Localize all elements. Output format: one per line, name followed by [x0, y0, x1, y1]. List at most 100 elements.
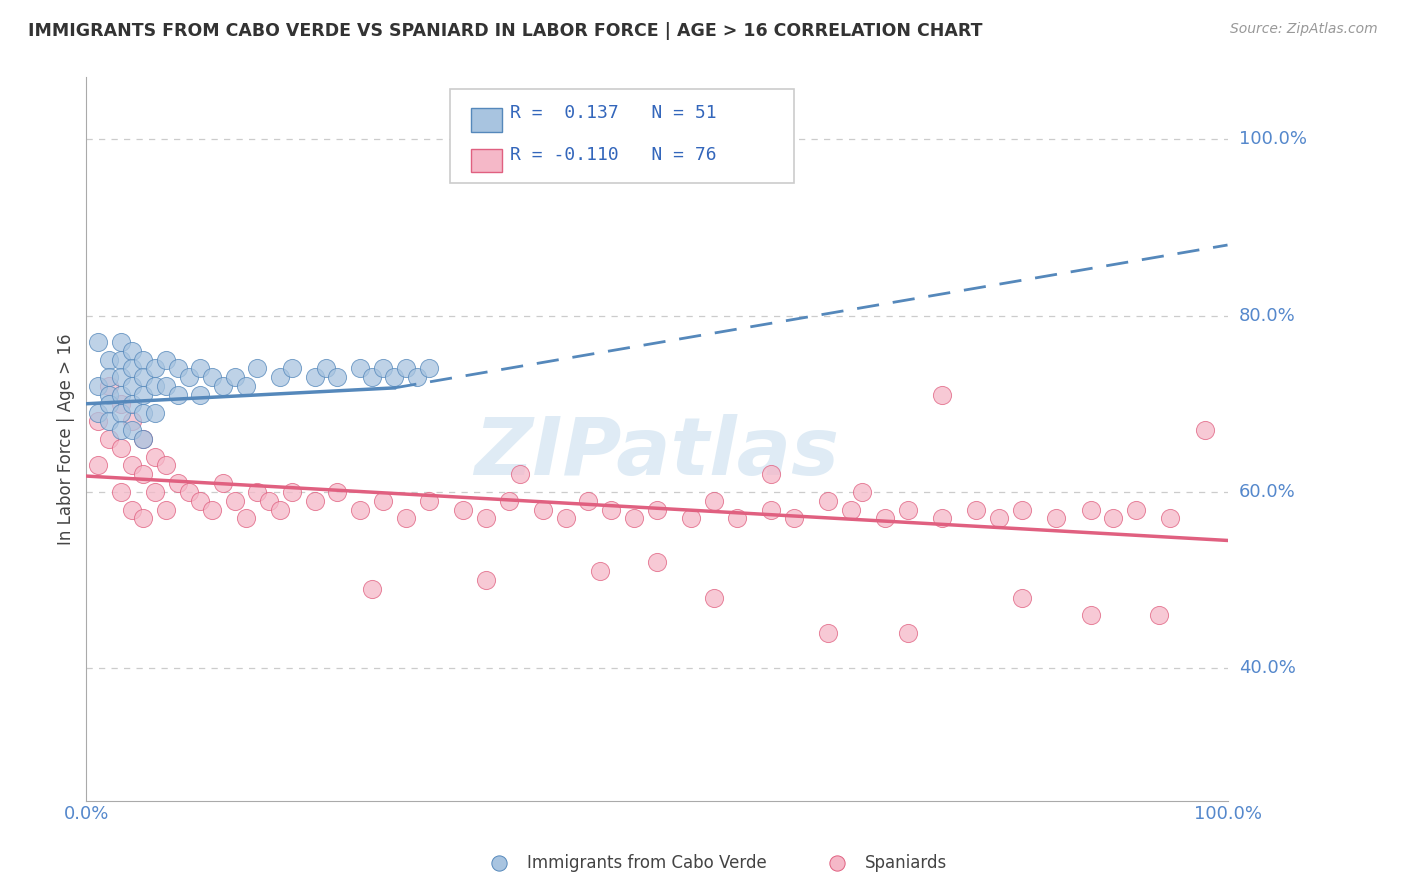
Text: Spaniards: Spaniards: [865, 855, 946, 872]
Point: [246, 485, 269, 500]
Point: [645, 556, 668, 570]
Point: [304, 370, 326, 384]
Point: [98, 432, 121, 446]
Point: [132, 432, 155, 446]
Text: Source: ZipAtlas.com: Source: ZipAtlas.com: [1230, 22, 1378, 37]
Point: [371, 361, 394, 376]
Point: [1045, 511, 1067, 525]
Point: [98, 379, 121, 393]
Point: [509, 467, 531, 482]
Point: [121, 379, 143, 393]
Point: [86, 379, 108, 393]
Point: [703, 591, 725, 605]
Text: 80.0%: 80.0%: [1239, 307, 1295, 325]
Point: [121, 343, 143, 358]
Point: [86, 458, 108, 473]
Point: [1147, 608, 1170, 623]
Point: [201, 370, 224, 384]
Text: R =  0.137   N = 51: R = 0.137 N = 51: [510, 104, 717, 122]
Point: [110, 485, 132, 500]
Point: [121, 361, 143, 376]
Point: [177, 485, 200, 500]
Point: [166, 361, 188, 376]
Point: [121, 414, 143, 428]
Point: [224, 370, 246, 384]
Point: [246, 361, 269, 376]
Point: [269, 370, 291, 384]
Point: [360, 582, 382, 596]
Point: [155, 379, 177, 393]
Point: [703, 493, 725, 508]
Point: [531, 502, 554, 516]
Point: [86, 406, 108, 420]
Point: [132, 511, 155, 525]
Y-axis label: In Labor Force | Age > 16: In Labor Force | Age > 16: [58, 334, 75, 545]
Point: [451, 502, 474, 516]
Point: [315, 361, 337, 376]
Point: [235, 511, 257, 525]
Point: [406, 370, 429, 384]
Point: [190, 361, 212, 376]
Point: [110, 370, 132, 384]
Text: 100.0%: 100.0%: [1239, 130, 1306, 148]
Point: [931, 511, 953, 525]
Point: [155, 502, 177, 516]
Point: [132, 432, 155, 446]
Point: [1011, 591, 1033, 605]
Text: 60.0%: 60.0%: [1239, 483, 1295, 501]
Point: [349, 361, 371, 376]
Point: [257, 493, 280, 508]
Text: ZIPatlas: ZIPatlas: [474, 415, 839, 492]
Point: [589, 564, 612, 578]
Point: [1080, 608, 1102, 623]
Point: [371, 493, 394, 508]
Point: [212, 379, 235, 393]
Point: [474, 573, 496, 587]
Point: [988, 511, 1011, 525]
Text: Immigrants from Cabo Verde: Immigrants from Cabo Verde: [527, 855, 768, 872]
Point: [190, 493, 212, 508]
Point: [98, 370, 121, 384]
Point: [98, 414, 121, 428]
Point: [143, 379, 166, 393]
Point: [931, 388, 953, 402]
Point: [132, 352, 155, 367]
Point: [395, 511, 418, 525]
Point: [155, 352, 177, 367]
Point: [235, 379, 257, 393]
Point: [110, 441, 132, 455]
Text: 40.0%: 40.0%: [1239, 659, 1295, 677]
Point: [177, 370, 200, 384]
Point: [384, 370, 406, 384]
Point: [418, 361, 440, 376]
Point: [143, 485, 166, 500]
Point: [1194, 423, 1216, 437]
Point: [817, 493, 839, 508]
Point: [1080, 502, 1102, 516]
Point: [418, 493, 440, 508]
Point: [121, 423, 143, 437]
Point: [280, 361, 302, 376]
Point: [965, 502, 987, 516]
Point: [851, 485, 873, 500]
Point: [326, 370, 349, 384]
Point: [132, 467, 155, 482]
Point: [132, 406, 155, 420]
Point: [132, 388, 155, 402]
Point: [190, 388, 212, 402]
Point: [817, 626, 839, 640]
Point: [201, 502, 224, 516]
Text: IMMIGRANTS FROM CABO VERDE VS SPANIARD IN LABOR FORCE | AGE > 16 CORRELATION CHA: IMMIGRANTS FROM CABO VERDE VS SPANIARD I…: [28, 22, 983, 40]
Point: [645, 502, 668, 516]
Point: [110, 397, 132, 411]
Point: [121, 502, 143, 516]
Point: [395, 361, 418, 376]
Point: [783, 511, 806, 525]
Point: [98, 388, 121, 402]
Point: [110, 406, 132, 420]
Point: [897, 502, 920, 516]
Point: [143, 406, 166, 420]
Point: [269, 502, 291, 516]
Point: [759, 467, 782, 482]
Point: [224, 493, 246, 508]
